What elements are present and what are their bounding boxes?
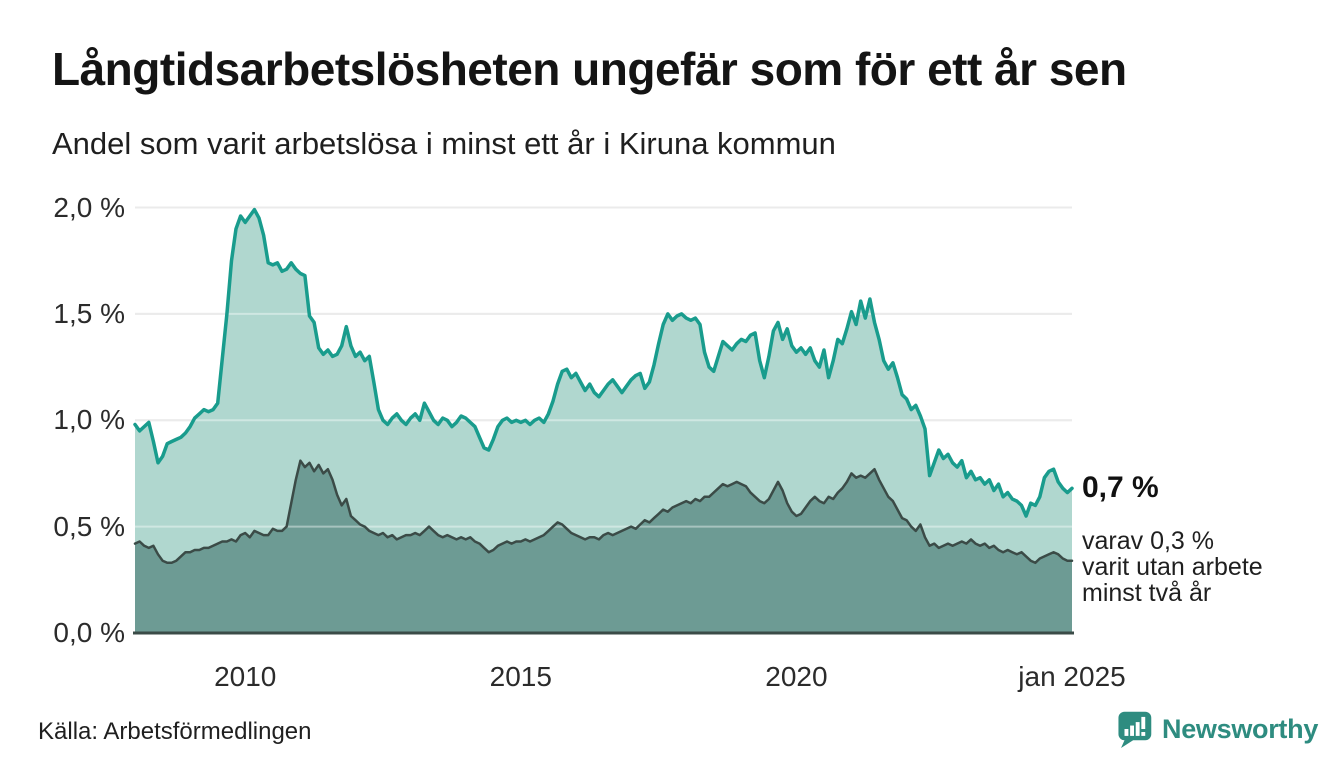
y-axis-label: 0,5 % <box>53 510 125 542</box>
annotation-total-value: 0,7 % <box>1082 471 1159 504</box>
y-axis-label: 0,0 % <box>53 617 125 648</box>
annotation-line: minst två år <box>1082 579 1212 607</box>
page-subtitle: Andel som varit arbetslösa i minst ett å… <box>52 126 836 161</box>
line-total <box>133 207 1074 518</box>
newsworthy-wordmark: Newsworthy <box>1162 713 1319 744</box>
y-axis-label: 2,0 % <box>53 191 125 223</box>
annotation-two-year-note: varav 0,3 % varit utan arbete minst två … <box>1082 528 1332 606</box>
x-axis-label: 2020 <box>765 661 828 692</box>
line-two-years <box>133 459 1074 565</box>
x-axis-label: jan 2025 <box>1018 661 1126 692</box>
y-axis-label: 1,5 % <box>53 297 125 329</box>
end-value-annotation: 0,7 % varav 0,3 % varit utan arbete mins… <box>1082 471 1332 607</box>
page-title: Långtidsarbetslösheten ungefär som för e… <box>52 43 1127 95</box>
x-axis-label: 2015 <box>489 661 552 692</box>
area-fill-two-years <box>135 460 1072 633</box>
source-note: Källa: Arbetsförmedlingen <box>38 718 312 745</box>
newsworthy-bubble-chart-icon <box>1118 711 1152 748</box>
annotation-line: varit utan arbete <box>1082 553 1263 581</box>
x-axis-label: 2010 <box>214 661 277 692</box>
annotation-line: varav 0,3 % <box>1082 527 1215 555</box>
y-axis-label: 1,0 % <box>53 404 125 436</box>
newsworthy-logo: Newsworthy <box>1115 709 1318 749</box>
